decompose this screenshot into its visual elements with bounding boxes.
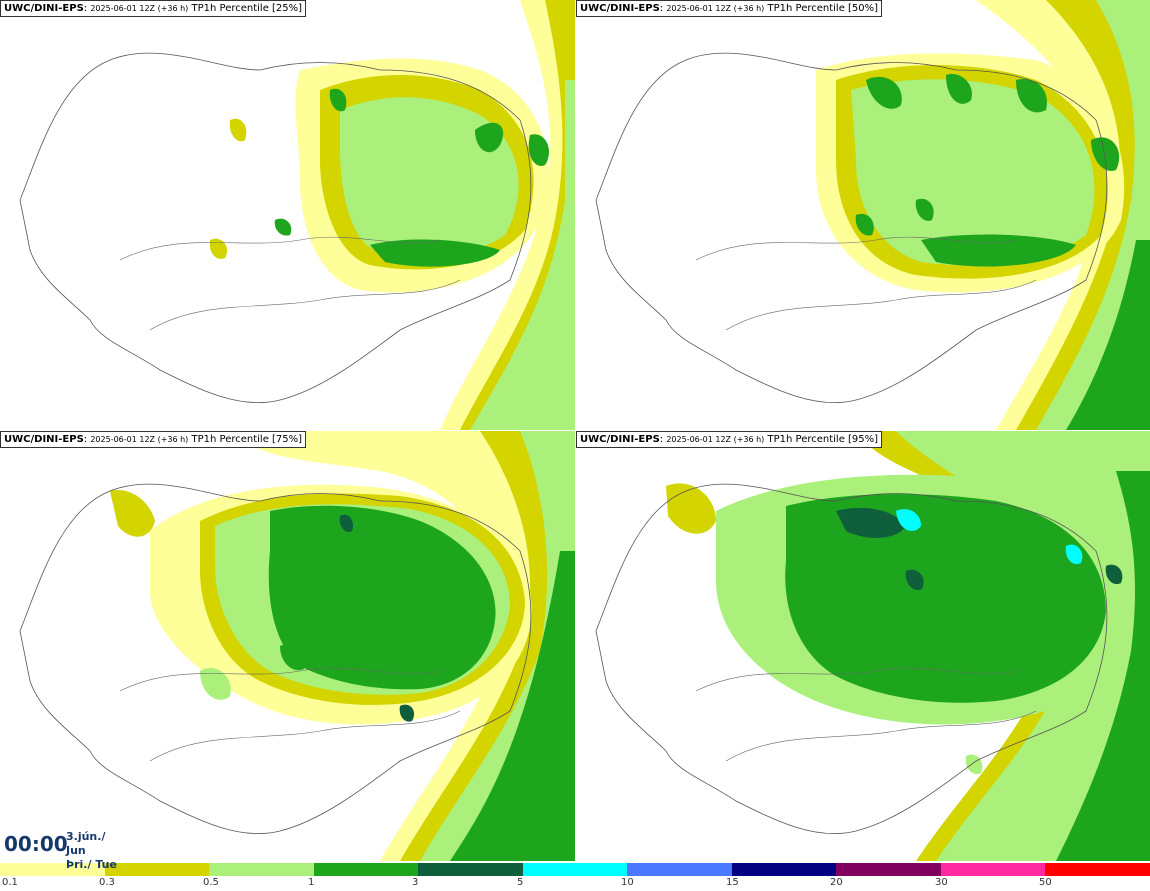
valid-time-box: 00:00 3.jún./ Jun Þri./ Tue — [0, 826, 128, 871]
color-scale-legend: 0.1 0.3 0.5 1 3 5 10 15 20 30 50 — [0, 863, 1150, 891]
legend-swatch — [0, 863, 105, 876]
legend-label: 0.3 — [99, 877, 115, 888]
panel-title: UWC/DINI-EPS: 2025-06-01 12Z (+36 h) TP1… — [576, 431, 883, 448]
color-scale-bar — [0, 863, 1150, 876]
valid-date-line2: Þri./ Tue — [66, 858, 117, 871]
valid-time-clock: 00:00 — [4, 832, 68, 856]
map-panel-p95: UWC/DINI-EPS: 2025-06-01 12Z (+36 h) TP1… — [576, 431, 1150, 861]
precip-map — [576, 431, 1150, 861]
legend-swatch — [1045, 863, 1150, 876]
panel-title: UWC/DINI-EPS: 2025-06-01 12Z (+36 h) TP1… — [0, 431, 307, 448]
panel-divider-horizontal — [0, 430, 1150, 431]
legend-swatch — [104, 863, 210, 876]
legend-label: 30 — [935, 877, 948, 888]
map-panel-p75: UWC/DINI-EPS: 2025-06-01 12Z (+36 h) TP1… — [0, 431, 575, 861]
legend-label: 5 — [517, 877, 524, 888]
precip-map — [0, 431, 575, 861]
legend-swatch — [313, 863, 419, 876]
precip-map — [576, 0, 1150, 430]
map-panel-p25: UWC/DINI-EPS: 2025-06-01 12Z (+36 h) TP1… — [0, 0, 575, 430]
valid-time-date: 3.jún./ Jun Þri./ Tue — [66, 830, 128, 872]
legend-label: 15 — [726, 877, 739, 888]
panel-title: UWC/DINI-EPS: 2025-06-01 12Z (+36 h) TP1… — [0, 0, 307, 17]
legend-swatch — [418, 863, 523, 876]
legend-label: 50 — [1039, 877, 1052, 888]
legend-label: 0.5 — [203, 877, 219, 888]
valid-date-line1: 3.jún./ Jun — [66, 830, 106, 857]
legend-swatch — [731, 863, 837, 876]
precip-map — [0, 0, 575, 430]
map-panel-p50: UWC/DINI-EPS: 2025-06-01 12Z (+36 h) TP1… — [576, 0, 1150, 430]
panel-title: UWC/DINI-EPS: 2025-06-01 12Z (+36 h) TP1… — [576, 0, 883, 17]
legend-label: 20 — [830, 877, 843, 888]
legend-label: 10 — [621, 877, 634, 888]
legend-swatch — [522, 863, 628, 876]
legend-swatch — [209, 863, 314, 876]
legend-swatch — [627, 863, 732, 876]
legend-swatch — [940, 863, 1046, 876]
legend-swatch — [836, 863, 941, 876]
legend-label: 3 — [412, 877, 419, 888]
legend-label: 1 — [308, 877, 315, 888]
legend-label: 0.1 — [2, 877, 18, 888]
panel-divider-vertical — [575, 0, 576, 862]
